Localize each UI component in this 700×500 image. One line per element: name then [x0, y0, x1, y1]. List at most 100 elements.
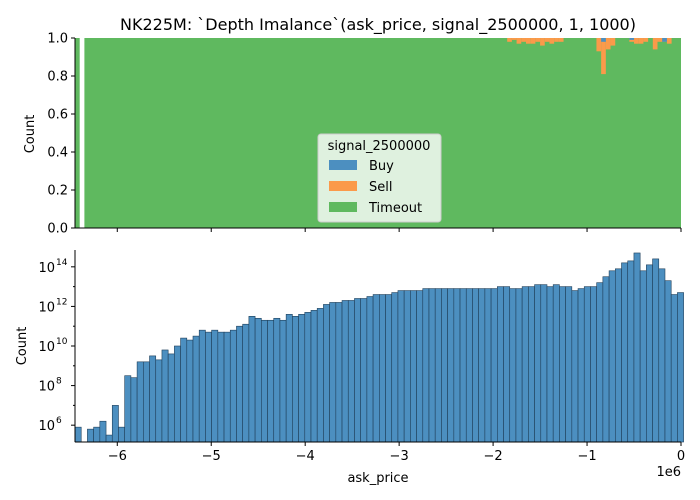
bottom-x-tick-label: −1 [577, 449, 596, 464]
top-y-tick-label: 0.6 [47, 108, 68, 123]
bottom-y-tick-exponent: 10 [56, 337, 68, 347]
histogram-bar [273, 317, 281, 443]
histogram-bar [155, 359, 163, 443]
histogram-bar [341, 300, 349, 443]
sell-bar-20 [652, 38, 658, 50]
histogram-bar [590, 286, 597, 443]
legend-swatch-timeout [329, 202, 357, 212]
sell-bar-14 [605, 38, 611, 50]
histogram-bar [161, 349, 169, 443]
sell-bar-2 [516, 38, 522, 44]
histogram-bar [670, 294, 678, 443]
histogram-bar [298, 314, 306, 443]
top-y-ticks: 0.0 0.2 0.4 0.6 0.8 1.0 [47, 32, 75, 237]
histogram-bar [534, 284, 542, 443]
histogram-bar [652, 258, 660, 443]
histogram-bar [577, 288, 585, 443]
top-y-tick-label: 1.0 [47, 32, 68, 47]
histogram-bar [528, 286, 535, 443]
histogram-bar [167, 353, 175, 443]
histogram-bar [565, 286, 573, 443]
top-y-tick-label: 0.4 [47, 146, 68, 161]
histogram-bar [472, 288, 479, 443]
legend-label-timeout: Timeout [368, 201, 422, 216]
bottom-x-tick-label: −3 [390, 449, 409, 464]
histogram-bar [627, 260, 635, 443]
histogram-bar [130, 377, 138, 443]
histogram-bar [192, 335, 200, 443]
bottom-y-tick-label: 10 [38, 419, 55, 434]
histogram-bar [267, 319, 275, 443]
histogram-bar [143, 361, 150, 443]
histogram-bar [453, 288, 461, 443]
sell-bar-6 [535, 38, 541, 42]
histogram-bar [99, 420, 107, 443]
histogram-bar [329, 302, 337, 443]
sell-bar-7 [540, 38, 545, 46]
bottom-x-tick-label: −2 [484, 449, 503, 464]
bottom-x-tick-label: −4 [296, 449, 315, 464]
sell-bar-10 [554, 38, 559, 42]
top-panel: 0.0 0.2 0.4 0.6 0.8 1.0 Count signal_2500000 … [23, 32, 682, 237]
histogram-bar [621, 262, 629, 443]
buy-bar-1 [629, 38, 635, 40]
histogram-bar [347, 300, 355, 443]
histogram-bar [292, 316, 299, 443]
histogram-bar [465, 288, 473, 443]
histogram-bar [366, 296, 374, 443]
bottom-x-tick-label: −6 [108, 449, 127, 464]
histogram-bar [236, 325, 243, 443]
legend-label-buy: Buy [369, 159, 394, 174]
histogram-bar [540, 284, 548, 443]
legend-frame [317, 133, 442, 223]
x-axis-label: ask_price [347, 471, 408, 486]
sell-bar-9 [549, 38, 555, 44]
histogram-bar [583, 286, 591, 443]
legend: signal_2500000 Buy Sell Timeout [317, 133, 442, 223]
histogram-bar [614, 268, 622, 443]
histogram-bar [552, 284, 560, 443]
histogram-bar [403, 290, 411, 443]
sell-bar-18 [638, 38, 644, 44]
timeout-bar-0 [75, 38, 80, 228]
histogram-bar [254, 317, 262, 443]
histogram-bar [316, 308, 324, 443]
histogram-bar [242, 323, 250, 443]
histogram-bar [211, 329, 219, 443]
histogram-bar [658, 268, 666, 443]
histogram-bar [459, 288, 467, 443]
histogram-bar [180, 337, 188, 443]
sell-bar-21 [657, 38, 663, 42]
sell-bar-8 [544, 38, 550, 42]
histogram-bar [186, 339, 194, 443]
histogram-bar [285, 314, 293, 443]
histogram-bar [323, 304, 330, 443]
histogram-bar [602, 276, 610, 443]
histogram-bar [397, 290, 405, 443]
histogram-bar [149, 355, 157, 443]
bottom-y-tick-exponent: 12 [56, 297, 67, 307]
bottom-x-tick-label: 0 [677, 449, 685, 464]
bottom-y-axis-label: Count [15, 327, 30, 366]
histogram-bar [198, 329, 206, 443]
histogram-bar [385, 294, 393, 443]
sell-bar-1 [511, 38, 517, 40]
chart-title: NK225M: `Depth Imalance`(ask_price, sign… [120, 15, 636, 35]
top-y-tick-label: 0.2 [47, 184, 68, 199]
sell-bar-19 [643, 38, 649, 42]
legend-label-sell: Sell [369, 180, 392, 195]
bottom-y-tick-label: 10 [38, 380, 55, 395]
sell-bar-4 [525, 38, 531, 44]
legend-title: signal_2500000 [328, 139, 431, 154]
histogram-bar [335, 302, 343, 443]
histogram-bar [559, 286, 566, 443]
sell-bar-23 [666, 38, 672, 44]
histogram-bar [608, 270, 616, 443]
histogram-bar [410, 290, 417, 443]
legend-swatch-sell [329, 181, 357, 191]
histogram-bar [646, 264, 653, 443]
histogram-bar [503, 286, 511, 443]
bottom-y-tick-label: 10 [38, 340, 55, 355]
histogram-bar [223, 331, 231, 443]
histogram-bar [372, 294, 380, 443]
